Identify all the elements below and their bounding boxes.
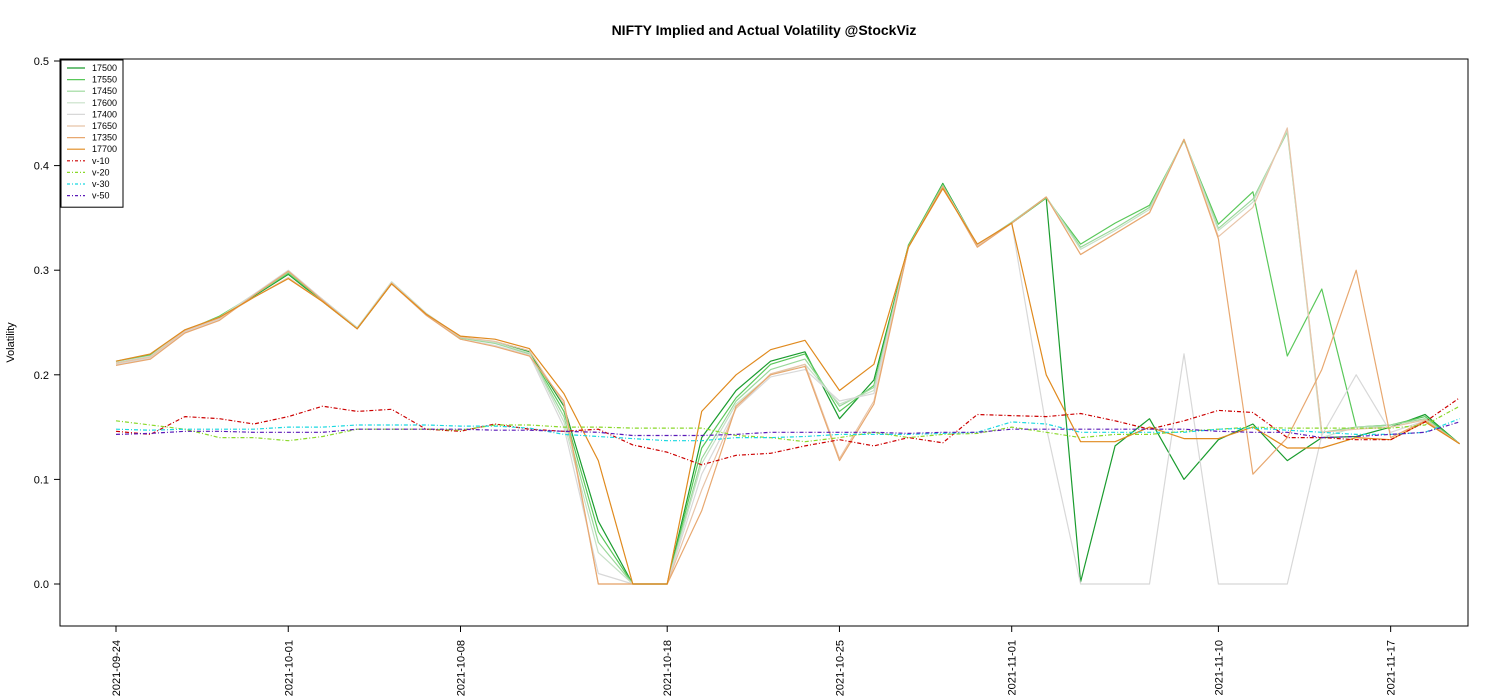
legend-label-v-10: v-10 <box>92 156 110 166</box>
series-line-17400 <box>115 185 1460 585</box>
y-tick-label: 0.1 <box>34 474 49 486</box>
legend-label-17550: 17550 <box>92 75 117 85</box>
series-line-17350 <box>115 138 1460 585</box>
legend-label-17600: 17600 <box>92 98 117 108</box>
y-axis: 0.0 0.1 0.2 0.3 0.4 0.5 <box>34 56 60 591</box>
y-tick-label: 0.4 <box>34 161 49 173</box>
series-line-17450 <box>115 131 1460 585</box>
legend-label-17450: 17450 <box>92 86 117 96</box>
series-line-17500 <box>115 182 1460 585</box>
legend-label-17350: 17350 <box>92 133 117 143</box>
legend-label-17650: 17650 <box>92 121 117 131</box>
chart-title: NIFTY Implied and Actual Volatility @Sto… <box>612 22 917 38</box>
y-axis-label: Volatility <box>5 322 17 363</box>
legend-label-17500: 17500 <box>92 63 117 73</box>
x-tick-label: 2021-09-24 <box>111 640 123 696</box>
series-line-17700 <box>115 188 1460 585</box>
y-tick-label: 0.3 <box>34 265 49 277</box>
series-layer <box>115 127 1460 585</box>
legend-label-17700: 17700 <box>92 144 117 154</box>
y-tick-label: 0.2 <box>34 370 49 382</box>
series-line-v-20 <box>115 405 1460 443</box>
x-tick-label: 2021-11-10 <box>1213 640 1225 695</box>
x-tick-label: 2021-11-01 <box>1007 640 1019 695</box>
legend-label-17400: 17400 <box>92 109 117 119</box>
plot-frame <box>59 58 1469 627</box>
series-line-v-10 <box>115 397 1460 466</box>
y-tick-label: 0.5 <box>34 56 49 68</box>
x-axis: 2021-09-24 2021-10-01 2021-10-08 2021-10-18… <box>111 626 1398 696</box>
x-tick-label: 2021-10-25 <box>834 640 846 696</box>
legend-box <box>60 59 124 208</box>
series-line-v-50 <box>115 421 1460 439</box>
x-tick-label: 2021-10-18 <box>662 640 674 696</box>
legend-label-v-20: v-20 <box>92 167 110 177</box>
x-tick-label: 2021-11-17 <box>1386 640 1398 695</box>
legend-label-v-30: v-30 <box>92 179 110 189</box>
y-tick-label: 0.0 <box>34 579 49 591</box>
x-tick-label: 2021-10-01 <box>283 640 295 696</box>
legend-label-v-50: v-50 <box>92 191 110 201</box>
series-line-v-30 <box>115 418 1460 442</box>
x-tick-label: 2021-10-08 <box>456 640 468 696</box>
series-line-17550 <box>115 139 1460 585</box>
